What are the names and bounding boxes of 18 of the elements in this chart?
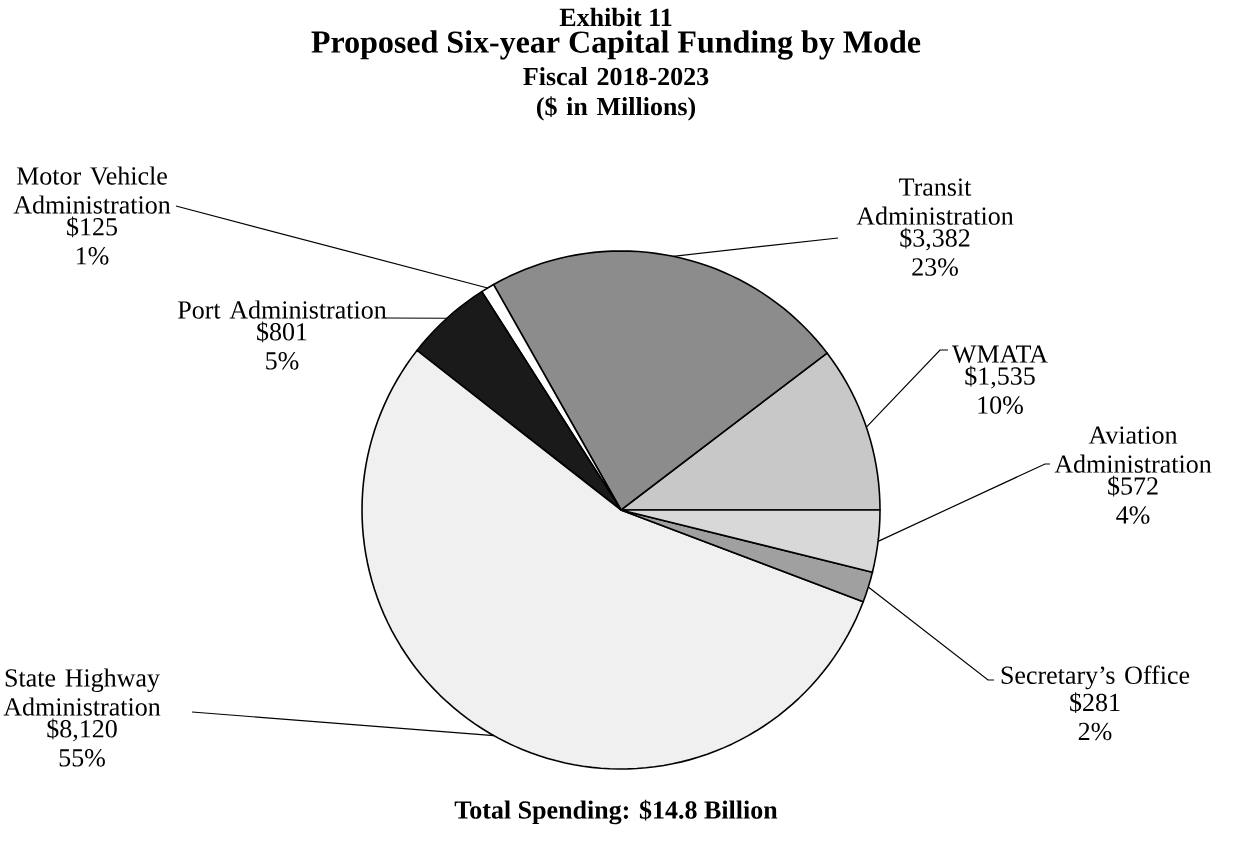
chart-title: Proposed Six-year Capital Funding by Mode: [311, 30, 921, 60]
data-label: $801 5%: [257, 321, 307, 370]
slice-label: Secretary’s Office: [1001, 665, 1190, 690]
data-label: $8,120 55%: [47, 718, 117, 767]
slice-label: WMATA: [951, 345, 1048, 363]
slice-label: Motor Vehicle Administration: [13, 166, 171, 214]
slice-label: Aviation Administration: [1054, 426, 1212, 473]
data-label: $1,535 10%: [965, 365, 1035, 414]
data-label: $3,382 23%: [900, 227, 970, 276]
slice-label: Port Administration: [178, 300, 387, 319]
text: Total Spending: $14.8 Billion: [454, 799, 778, 825]
data-label: $281 2%: [1070, 692, 1120, 741]
slice-label: Transit Administration: [856, 178, 1014, 225]
data-label: $125 1%: [67, 216, 117, 265]
chart-subtitle: Fiscal 2018-2023 ($ in Millions): [523, 67, 709, 121]
slice-label: State Highway Administration: [3, 668, 161, 716]
text: Exhibit 11: [559, 7, 672, 27]
data-label: $572 4%: [1108, 475, 1158, 524]
